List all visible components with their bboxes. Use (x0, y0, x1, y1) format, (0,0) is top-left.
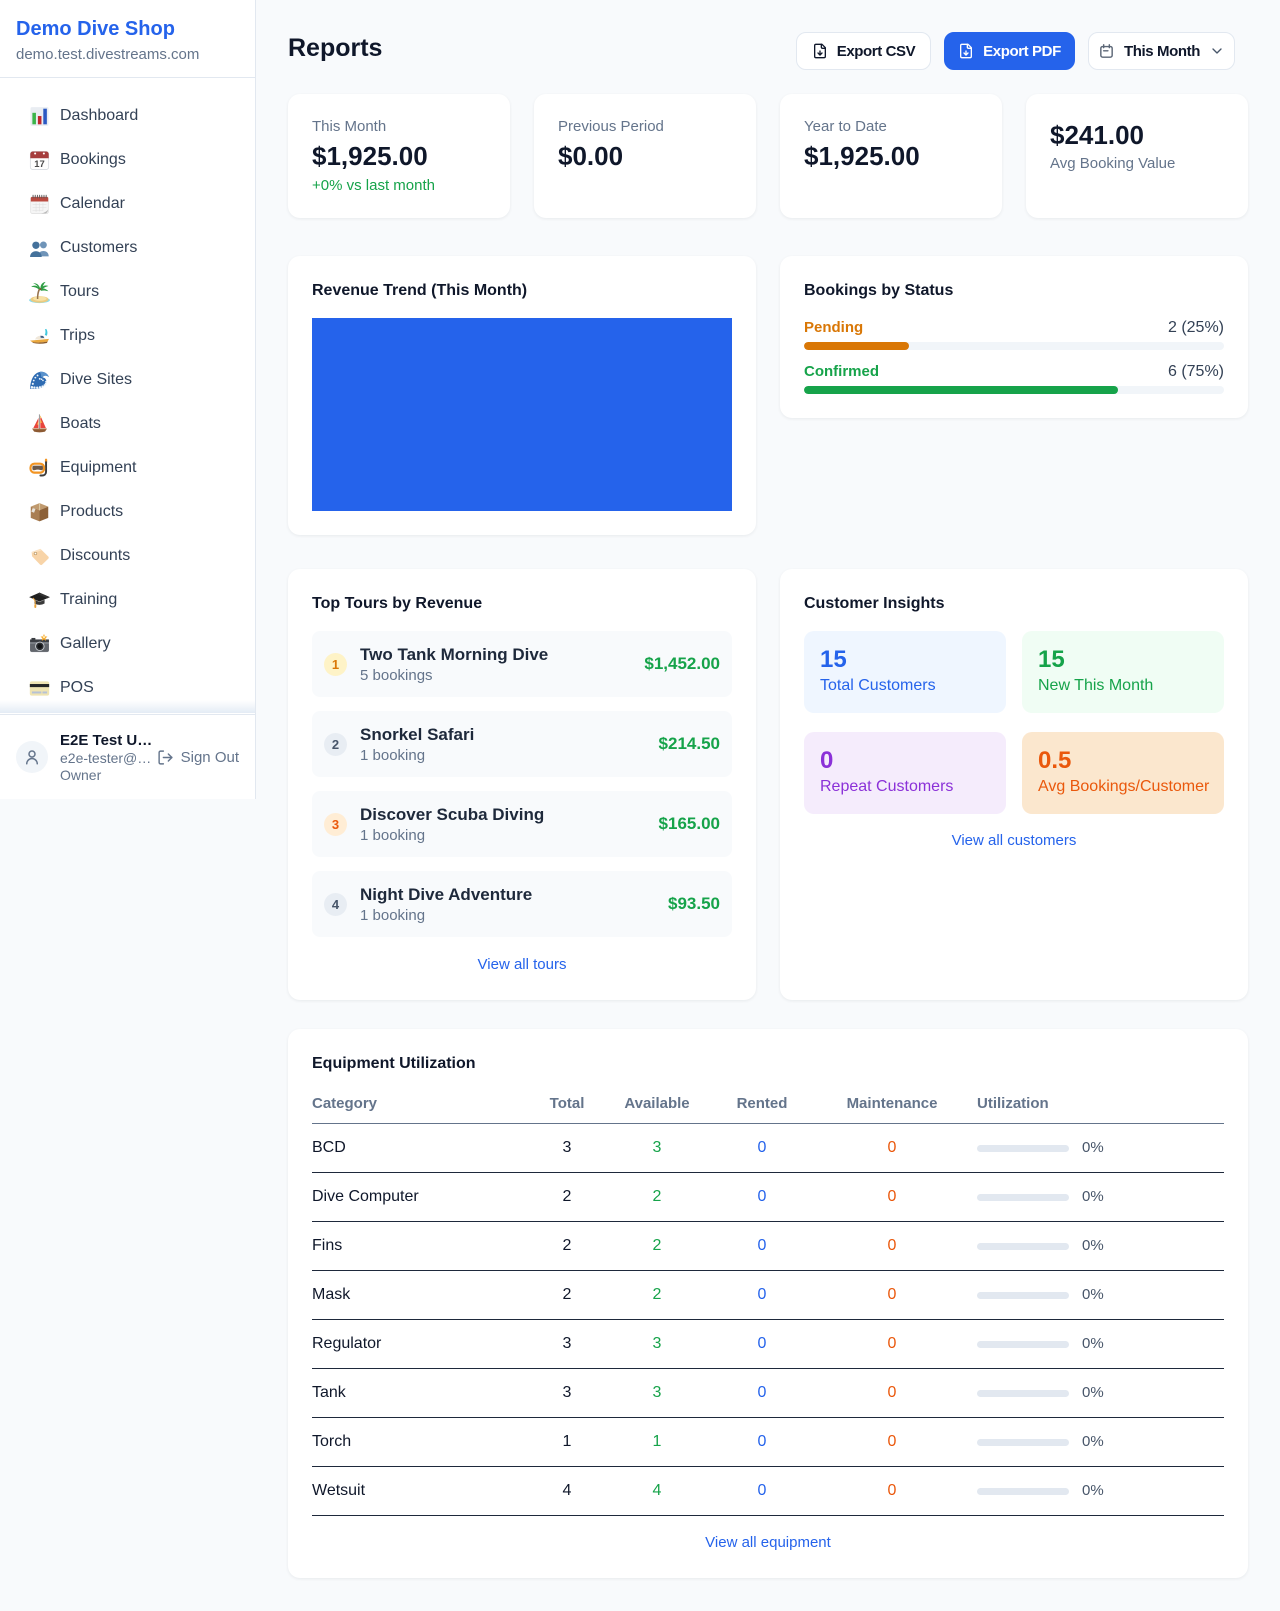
svg-text:17: 17 (34, 157, 44, 168)
